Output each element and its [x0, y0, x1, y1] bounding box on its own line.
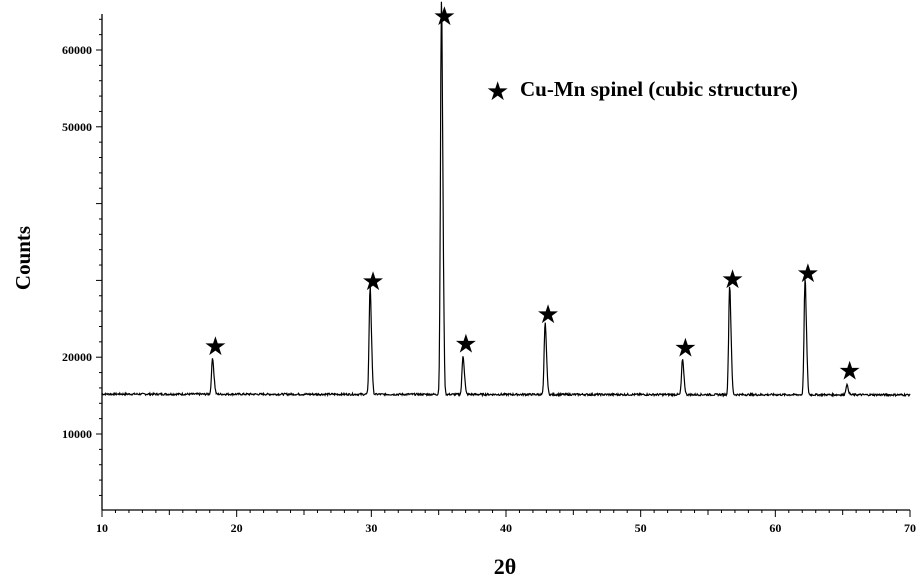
- x-tick-label: 70: [904, 521, 916, 535]
- peak-star-marker: ★: [536, 300, 559, 330]
- y-tick-label: 60000: [62, 43, 92, 57]
- x-tick-label: 40: [500, 521, 512, 535]
- legend-label: Cu-Mn spinel (cubic structure): [520, 77, 798, 101]
- x-tick-label: 60: [769, 521, 781, 535]
- peak-star-marker: ★: [454, 330, 477, 360]
- peak-star-marker: ★: [838, 357, 861, 387]
- x-axis-title: 2θ: [494, 554, 516, 579]
- y-tick-label: 20000: [62, 350, 92, 364]
- y-axis-title: Counts: [11, 226, 35, 290]
- y-tick-label: 50000: [62, 120, 92, 134]
- legend-star-icon: ★: [486, 77, 509, 107]
- peak-star-marker: ★: [204, 332, 227, 362]
- peak-star-marker: ★: [674, 334, 697, 364]
- x-tick-label: 50: [635, 521, 647, 535]
- xrd-pattern-line: [101, 1, 911, 398]
- peak-star-marker: ★: [796, 259, 819, 289]
- peak-star-marker: ★: [361, 267, 384, 297]
- x-tick-label: 20: [231, 521, 243, 535]
- peak-star-marker: ★: [721, 265, 744, 295]
- y-tick-label: 10000: [62, 427, 92, 441]
- x-tick-label: 30: [365, 521, 377, 535]
- x-tick-label: 10: [96, 521, 108, 535]
- peak-star-marker: ★: [433, 2, 456, 32]
